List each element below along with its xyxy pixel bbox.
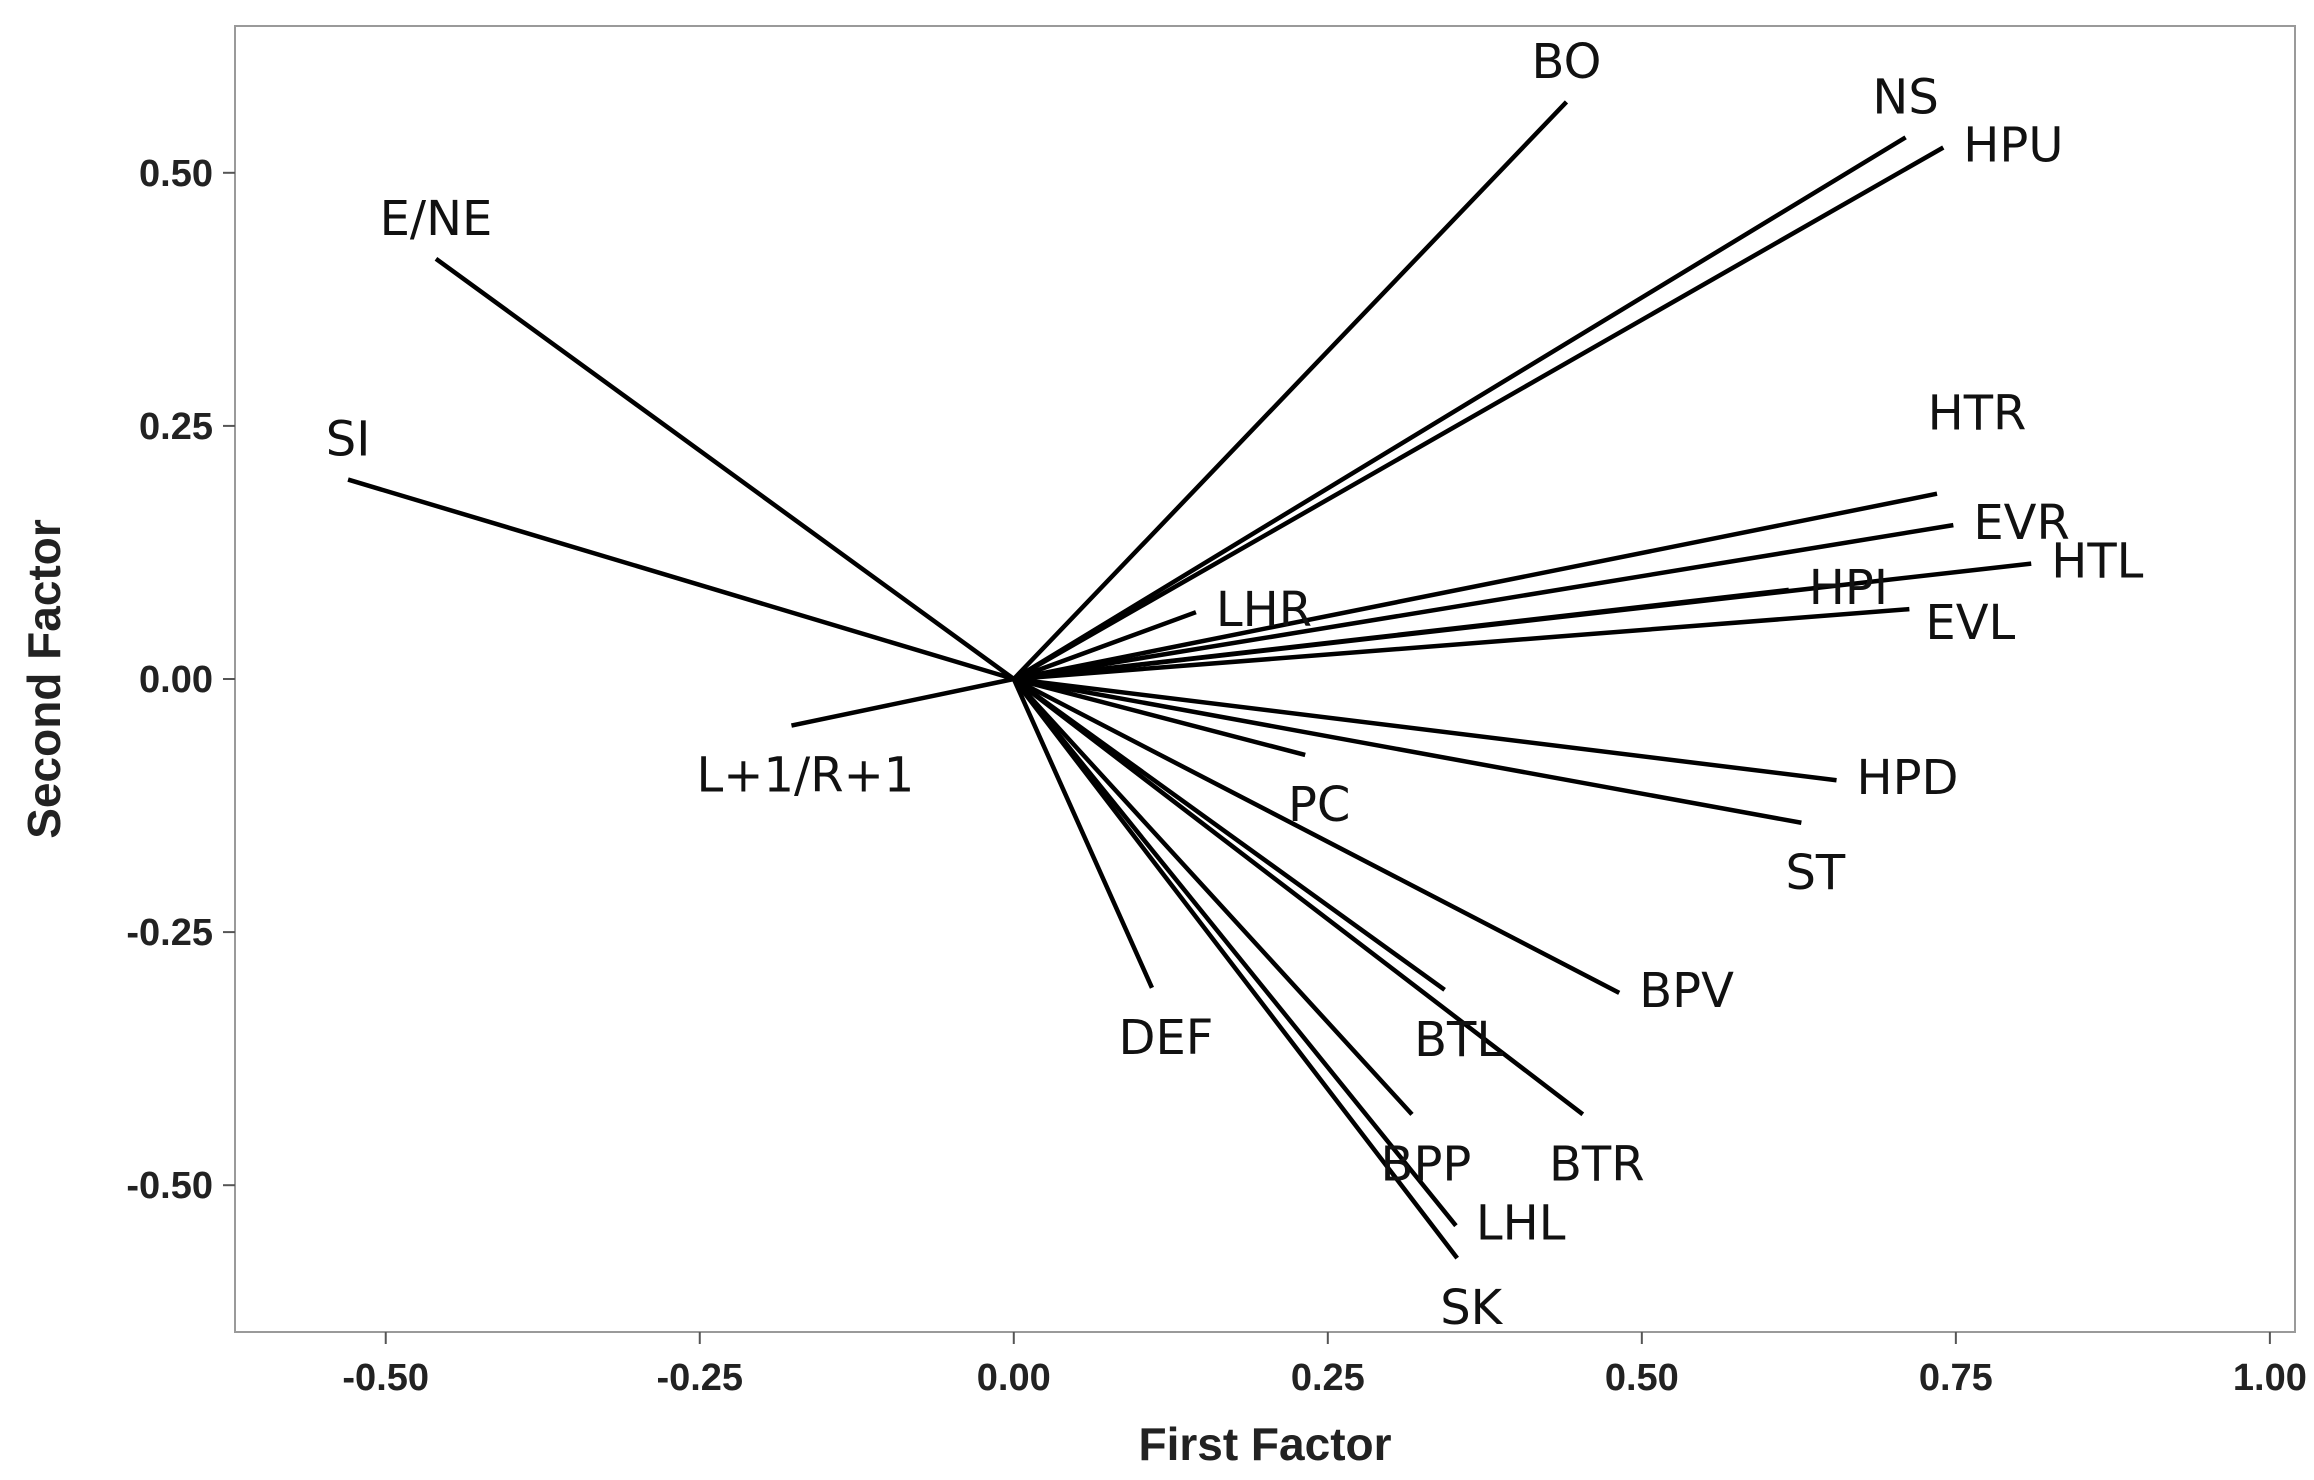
loading-line-btr <box>1012 677 1585 1117</box>
x-tick-label: 0.00 <box>977 1357 1051 1399</box>
variable-label: BTL <box>1414 1012 1503 1068</box>
variable-label: HTL <box>2051 534 2143 590</box>
variable-label: BPP <box>1381 1136 1472 1192</box>
variable-label: HPI <box>1809 560 1888 616</box>
loading-line-hpd <box>1013 676 1837 783</box>
loading-line-hpu <box>1012 145 1945 681</box>
variable-label: LHR <box>1216 582 1312 638</box>
x-tick-label: -0.25 <box>656 1357 743 1399</box>
loading-line-evr <box>1013 522 1954 682</box>
y-tick-label: 0.00 <box>139 659 213 701</box>
x-tick-label: 0.75 <box>1919 1357 1993 1399</box>
loading-line-st <box>1013 676 1802 825</box>
loading-line-hpi <box>1013 587 1790 682</box>
variable-label: SI <box>326 412 371 468</box>
variable-label: E/NE <box>380 191 493 247</box>
variable-label: HTR <box>1928 386 2027 442</box>
loading-line-e-ne <box>434 257 1016 681</box>
loading-line-pc <box>1013 676 1306 758</box>
x-tick-label: -0.50 <box>342 1357 429 1399</box>
loading-line-lhr <box>1013 610 1197 682</box>
loading-line-ns <box>1012 135 1907 681</box>
variable-label: BO <box>1532 34 1602 90</box>
axis-ticks: -0.50 -0.25 0.00 0.25 0.50 0.75 1.00 0.50 0.25 0.… <box>126 153 2306 1399</box>
x-axis-title: First Factor <box>1138 1418 1391 1470</box>
variable-label: L+1/R+1 <box>697 748 915 804</box>
y-tick-label: 0.50 <box>139 153 213 195</box>
variable-label: DEF <box>1118 1010 1213 1066</box>
loading-line-bo <box>1012 100 1569 681</box>
variable-label: BTR <box>1549 1136 1645 1192</box>
loading-line-htr <box>1013 491 1938 682</box>
variable-label: SK <box>1440 1280 1503 1336</box>
loading-line-l-1-r-1 <box>790 676 1015 728</box>
variable-label: HPD <box>1857 750 1959 806</box>
variable-label: BPV <box>1639 963 1734 1019</box>
loading-lines <box>347 100 2032 1260</box>
variable-label: EVR <box>1973 495 2070 551</box>
y-tick-label: 0.25 <box>139 406 213 448</box>
loading-line-evl <box>1013 606 1910 682</box>
plot-frame <box>234 25 2296 1333</box>
loading-line-bpp <box>1012 677 1414 1116</box>
loading-line-def <box>1011 678 1155 989</box>
variable-label: PC <box>1288 777 1350 833</box>
x-tick-label: 1.00 <box>2233 1357 2307 1399</box>
y-tick-label: -0.25 <box>126 912 213 954</box>
loading-line-btl <box>1012 677 1446 992</box>
variable-label: LHL <box>1476 1196 1566 1252</box>
loading-line-bpv <box>1012 677 1621 995</box>
variable-label: ST <box>1785 845 1845 901</box>
loading-line-sk <box>1011 677 1459 1260</box>
variable-label: EVL <box>1925 595 2015 651</box>
loading-line-si <box>347 477 1015 682</box>
variable-label: NS <box>1872 69 1938 125</box>
x-tick-label: 0.50 <box>1605 1357 1679 1399</box>
x-tick-label: 0.25 <box>1291 1357 1365 1399</box>
variable-label: HPU <box>1963 117 2063 173</box>
loading-line-lhl <box>1012 677 1458 1228</box>
y-axis-title: Second Factor <box>18 519 70 839</box>
y-tick-label: -0.50 <box>126 1165 213 1207</box>
